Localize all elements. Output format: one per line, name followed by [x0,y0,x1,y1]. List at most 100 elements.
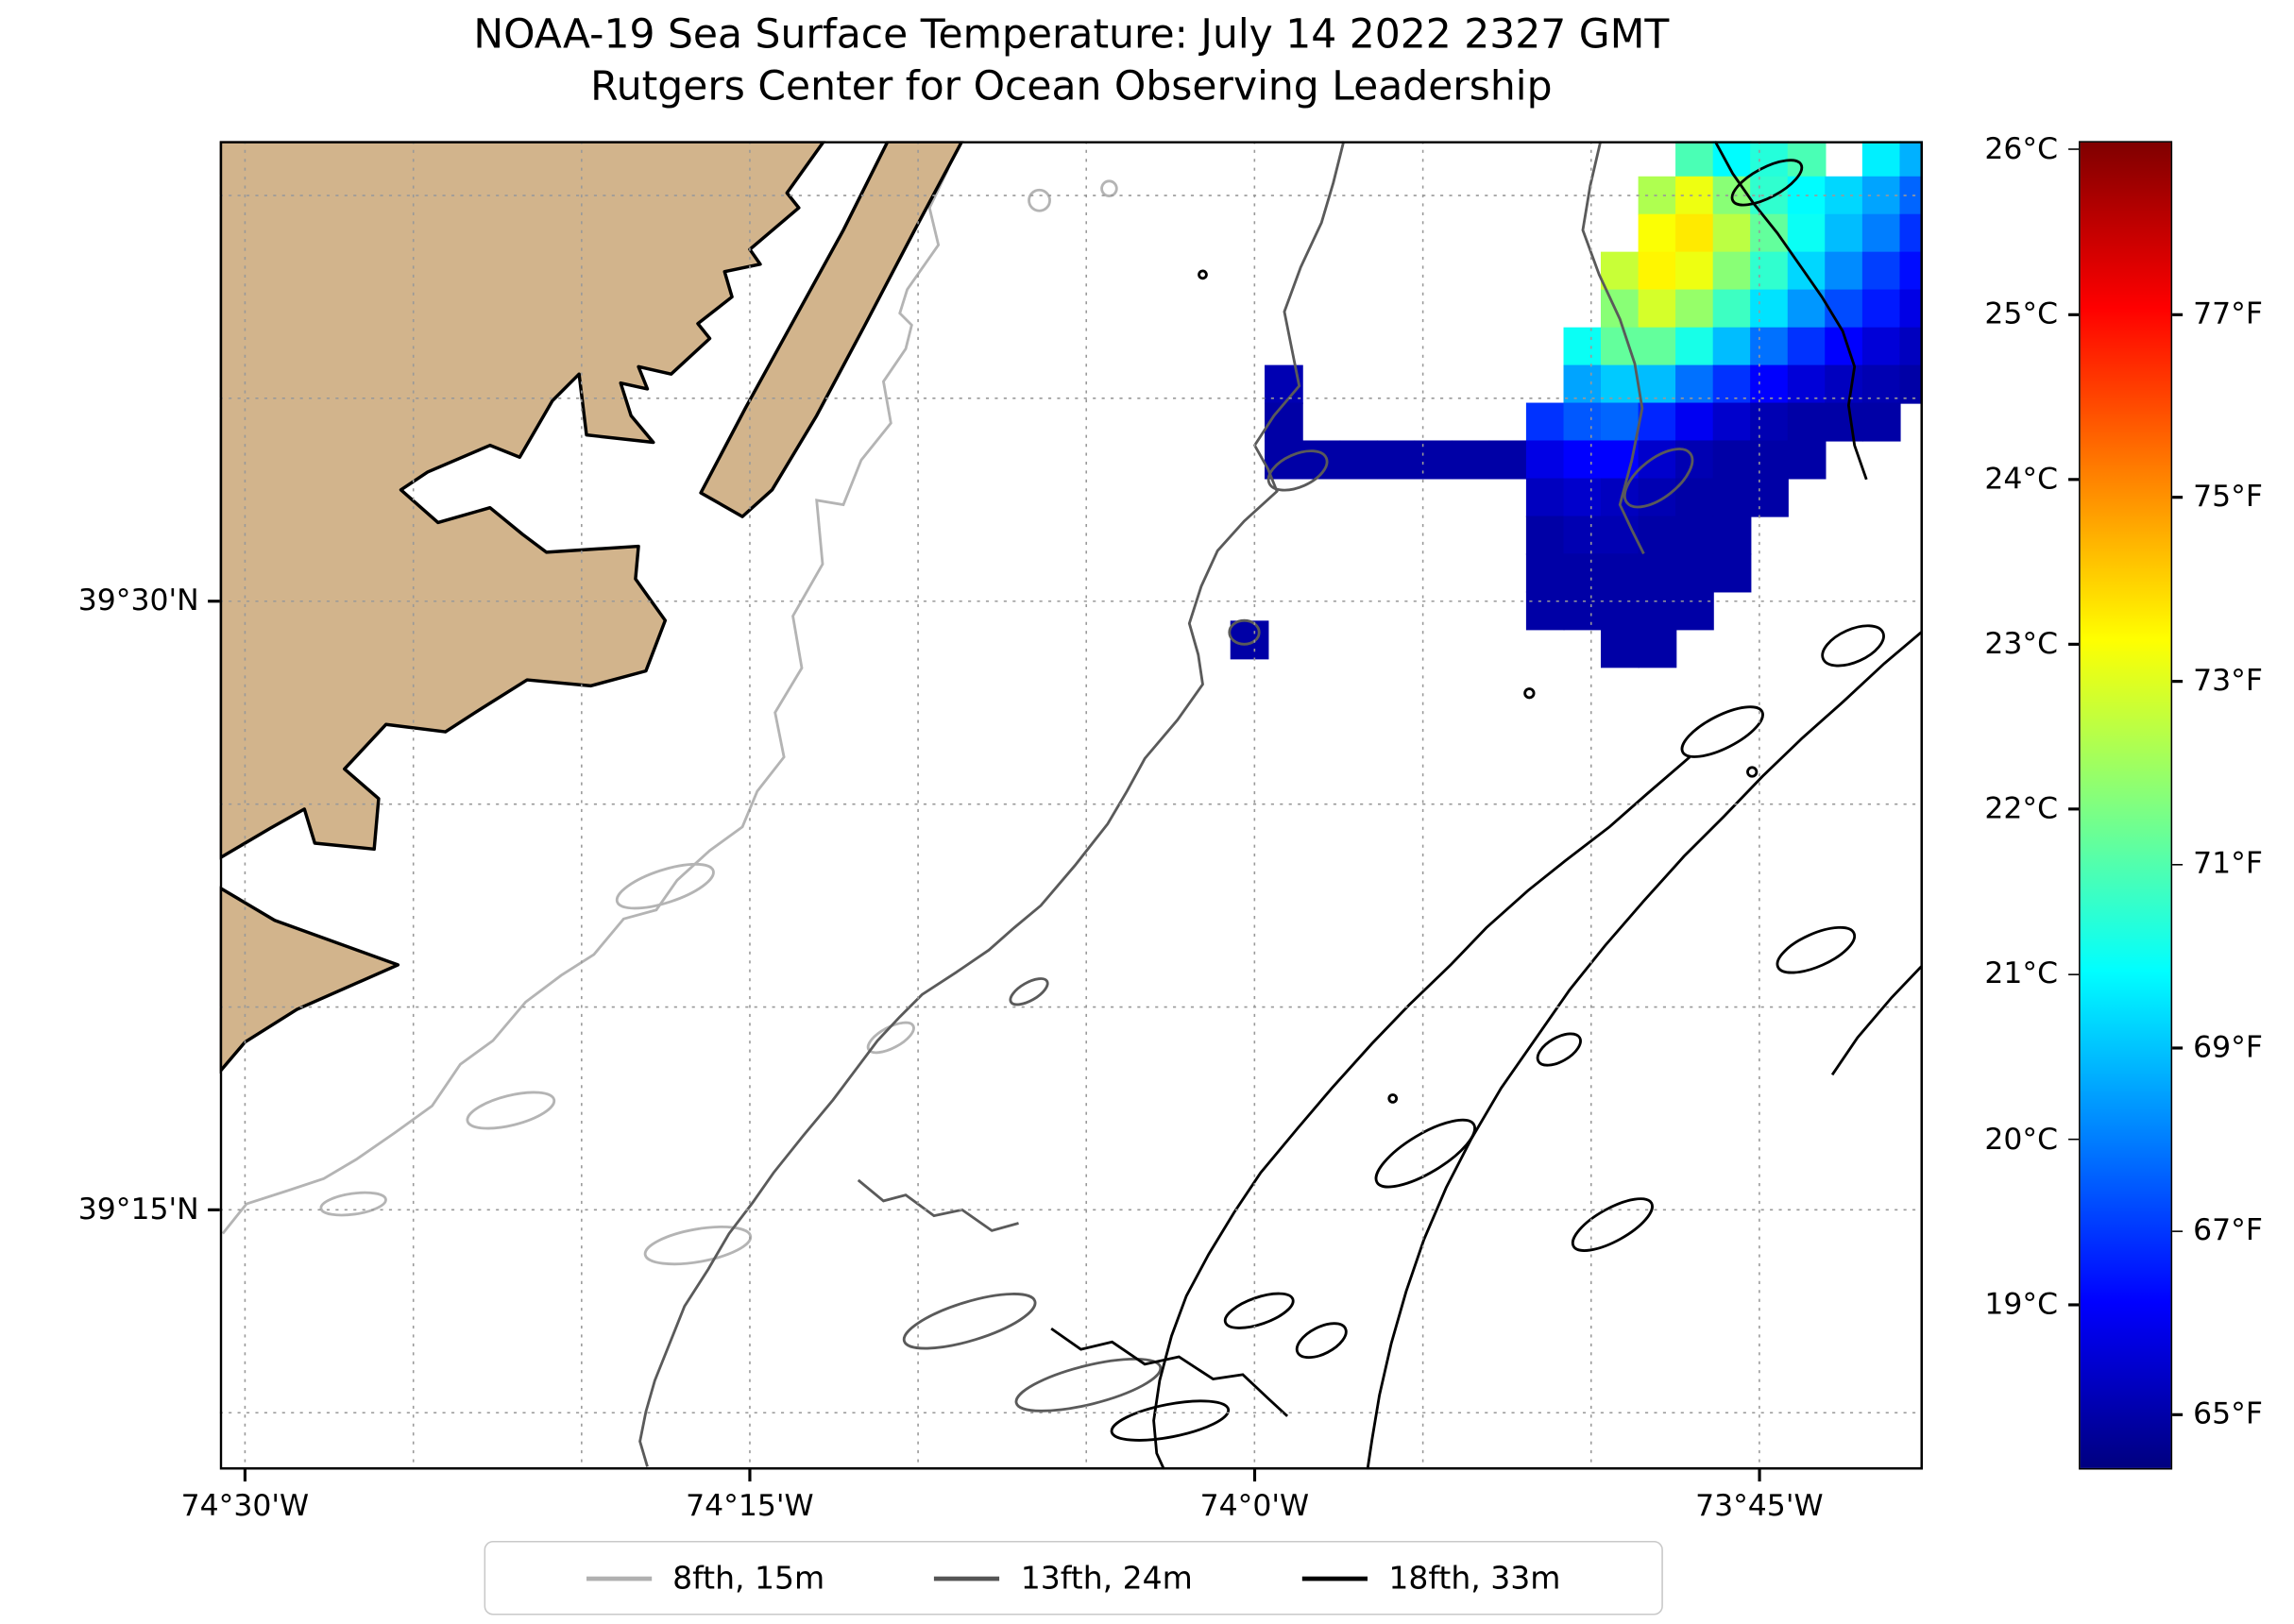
plot-title: NOAA-19 Sea Surface Temperature: July 14… [473,11,1670,59]
colorbar-tick-label-c: 19°C [1984,1285,2059,1321]
sst-cell [1750,289,1789,329]
sst-cell [1638,176,1677,215]
land-layer [219,141,964,1074]
sst-cell [1638,478,1677,517]
bathymetry-contour-8fth-15m [221,141,1118,1266]
sst-cell [1488,440,1528,480]
sst-cell [1675,553,1714,593]
sst-cell [1638,213,1677,253]
sst-cell [1525,591,1565,631]
contour-15m-shoal [643,1225,753,1266]
contour-33m-topright [1713,141,1868,481]
contour-33m-speck [1198,269,1208,280]
contour-33m-loop [1110,1399,1231,1442]
sst-cell [1787,402,1827,442]
colorbar-tick-label-f: 67°F [2193,1211,2263,1248]
legend-item-24m: 13fth, 24m [934,1560,1193,1596]
colorbar-tick-label-c: 25°C [1984,295,2059,331]
sst-cell [1525,478,1565,517]
contour-24m-shoal [1623,448,1694,509]
sst-cell [1899,364,1923,404]
sst-cell [1600,629,1640,668]
sst-cell [1825,213,1863,253]
sst-cell [1861,289,1901,329]
contour-15m-main [221,141,960,1235]
colorbar-tick-mark-c [2068,478,2080,481]
colorbar-tick-mark-f [2172,1413,2184,1416]
contour-33m-speck [1523,687,1536,700]
colorbar-tick-mark-f [2172,1229,2184,1233]
sst-cell [1712,402,1752,442]
sst-cell [1414,440,1453,480]
sst-cell [1675,141,1714,178]
sst-cell [1638,251,1677,291]
sst-cell [1899,176,1923,215]
sst-cell [1675,289,1714,329]
colorbar-tick-label-c: 20°C [1984,1120,2059,1157]
sst-cell [1638,327,1677,366]
sst-cell [1600,553,1640,593]
sst-cell [1861,251,1901,291]
colorbar-tick-mark-c [2068,1303,2080,1306]
sst-cell [1861,364,1901,404]
y-axis-tick-mark [208,600,220,602]
sst-cell [1563,478,1603,517]
title-block: NOAA-19 Sea Surface Temperature: July 14… [220,8,1923,112]
sst-cell [1787,213,1827,253]
bathymetry-contour-18fth-33m [1050,141,1923,1470]
contour-24m-shoal [902,1293,1037,1350]
x-axis-tick-label: 74°15'W [686,1487,814,1524]
sst-cell [1712,327,1752,366]
sst-cell [1563,402,1603,442]
sst-cell [1712,478,1752,517]
sst-cell [1861,141,1901,178]
colorbar-tick-mark-c [2068,973,2080,976]
legend-item-15m: 8fth, 15m [586,1560,824,1596]
contour-24m-branch [1581,141,1645,555]
colorbar-tick-label-f: 71°F [2193,845,2263,881]
colorbar-tick-mark-c [2068,1138,2080,1142]
colorbar-tick-mark-f [2172,496,2184,499]
colorbar-tick-mark-f [2172,1046,2184,1050]
legend-line-15m-swatch [586,1575,653,1581]
sst-cell [1638,629,1677,668]
x-axis-tick-label: 73°45'W [1695,1487,1824,1524]
sst-cell [1563,327,1603,366]
legend-line-24m-swatch [934,1575,1000,1581]
sst-cell [1899,213,1923,253]
sst-cell [1600,364,1640,404]
coastal-wedge-polygon [219,886,400,1074]
sst-cell [1861,213,1901,253]
map-canvas [219,141,1923,1470]
legend-label-33m: 18fth, 33m [1388,1560,1561,1597]
colorbar-tick-mark-c [2068,808,2080,811]
contour-33m-loop [1295,1322,1348,1360]
sst-cell [1600,516,1640,555]
graticule-gridlines [219,141,1923,1470]
contour-33m-branch [1050,1327,1289,1417]
sst-cell [1525,516,1565,555]
sst-cell [1712,213,1752,253]
contour-33m-ridge [1366,630,1923,1470]
sst-cell [1638,440,1677,480]
sst-cell [1638,402,1677,442]
legend: 8fth, 15m 13fth, 24m 18fth, 33m [484,1540,1663,1616]
sst-cell [1675,478,1714,517]
colorbar-tick-label-c: 22°C [1984,789,2059,826]
x-axis-tick-mark [748,1469,752,1482]
sst-cell [1750,251,1789,291]
contour-15m-shoal [319,1191,387,1217]
sst-cell [1525,553,1565,593]
sst-cell [1750,478,1789,517]
contour-15m-shoal [615,862,715,910]
sst-cell [1825,364,1863,404]
contour-24m-branch [857,1178,1019,1232]
sst-cell [1638,516,1677,555]
contour-33m-loop [1536,1032,1582,1067]
contour-15m-shoal [466,1091,556,1130]
sst-cell [1787,440,1827,480]
contour-33m-speck [1746,766,1759,778]
sst-cell [1712,364,1752,404]
sst-cell [1750,440,1789,480]
